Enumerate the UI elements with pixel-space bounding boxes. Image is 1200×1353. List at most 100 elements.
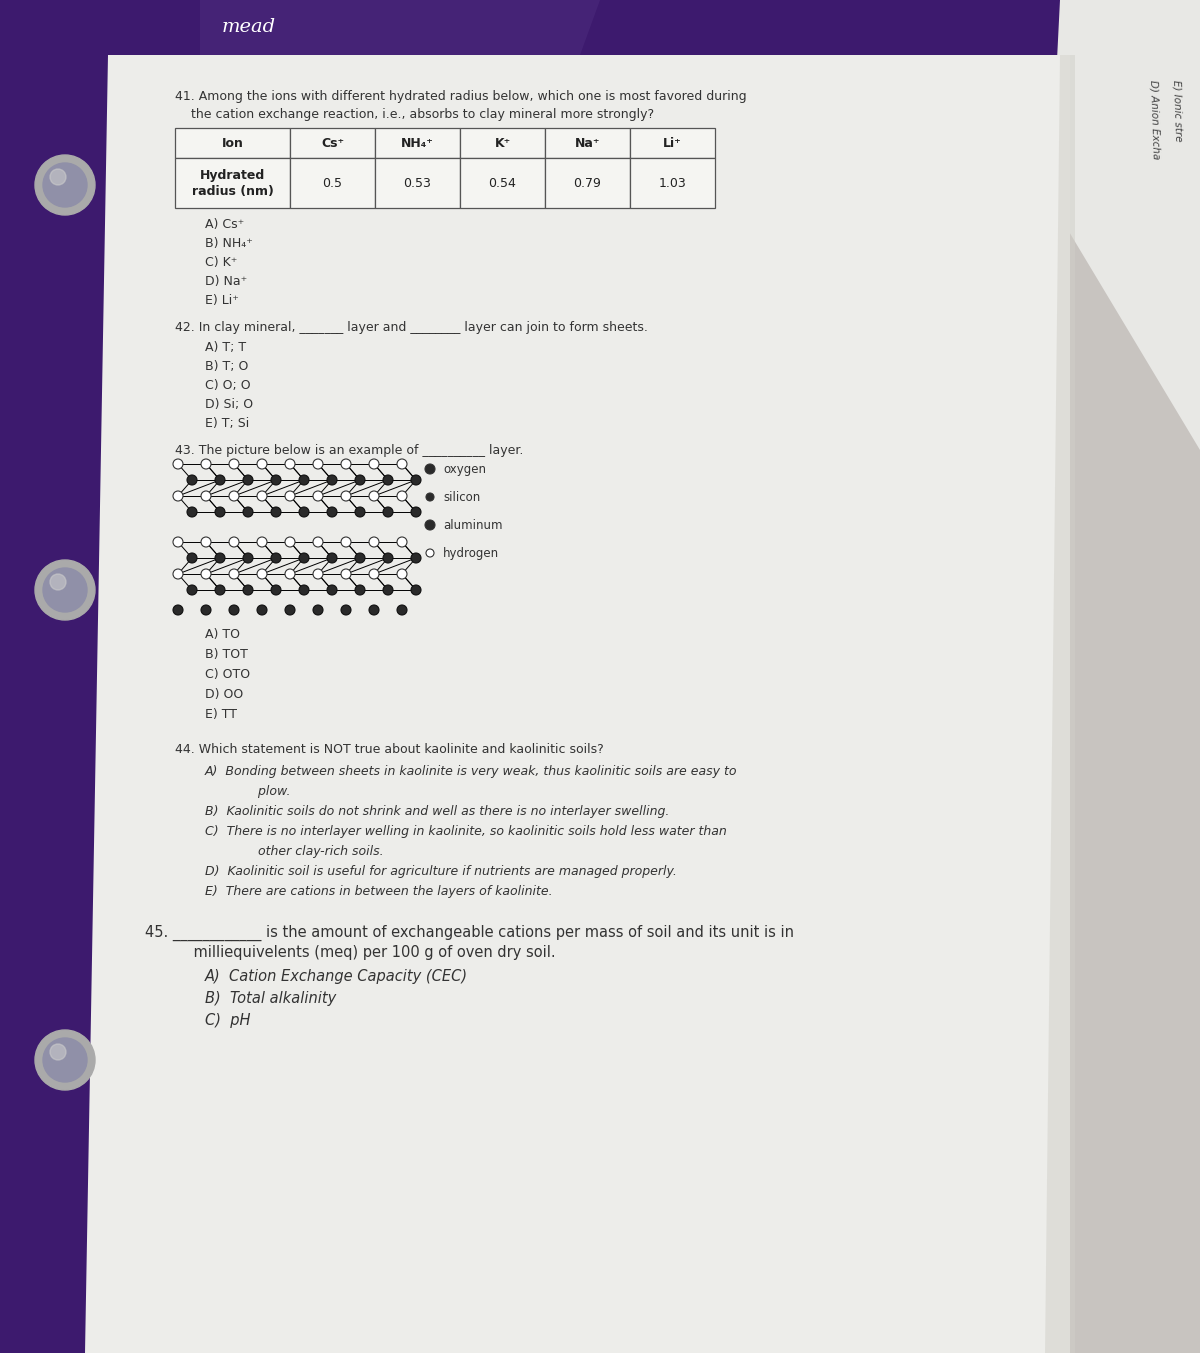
Circle shape <box>271 475 281 484</box>
Text: E) TT: E) TT <box>205 708 238 721</box>
Circle shape <box>229 605 239 616</box>
Circle shape <box>326 553 337 563</box>
Circle shape <box>341 537 352 547</box>
Text: 0.79: 0.79 <box>574 176 601 189</box>
Bar <box>630 129 715 158</box>
Circle shape <box>202 605 211 616</box>
Polygon shape <box>0 0 220 1353</box>
Text: mead: mead <box>222 18 276 37</box>
Polygon shape <box>1045 55 1075 1353</box>
Text: E)  There are cations in between the layers of kaolinite.: E) There are cations in between the laye… <box>205 885 553 898</box>
Circle shape <box>313 459 323 469</box>
Circle shape <box>355 584 365 595</box>
Circle shape <box>299 507 310 517</box>
Text: plow.: plow. <box>230 785 290 798</box>
Circle shape <box>299 475 310 484</box>
Text: E) Li⁺: E) Li⁺ <box>205 294 239 307</box>
Circle shape <box>341 491 352 501</box>
Circle shape <box>173 459 182 469</box>
Text: A)  Bonding between sheets in kaolinite is very weak, thus kaolinitic soils are : A) Bonding between sheets in kaolinite i… <box>205 764 738 778</box>
Polygon shape <box>1050 0 1200 451</box>
Polygon shape <box>85 55 1070 1353</box>
Text: A)  Cation Exchange Capacity (CEC): A) Cation Exchange Capacity (CEC) <box>205 969 468 984</box>
Circle shape <box>215 475 226 484</box>
Text: C) K⁺: C) K⁺ <box>205 256 238 269</box>
Circle shape <box>426 549 434 557</box>
Circle shape <box>299 584 310 595</box>
Circle shape <box>383 553 394 563</box>
Text: K⁺: K⁺ <box>494 137 511 149</box>
Circle shape <box>326 507 337 517</box>
Text: the cation exchange reaction, i.e., absorbs to clay mineral more strongly?: the cation exchange reaction, i.e., abso… <box>175 108 654 120</box>
Circle shape <box>313 605 323 616</box>
Text: 41. Among the ions with different hydrated radius below, which one is most favor: 41. Among the ions with different hydrat… <box>175 91 746 103</box>
Circle shape <box>286 491 295 501</box>
Circle shape <box>50 169 66 185</box>
Text: 0.54: 0.54 <box>488 176 516 189</box>
Circle shape <box>173 570 182 579</box>
Circle shape <box>397 491 407 501</box>
Circle shape <box>202 491 211 501</box>
Circle shape <box>242 507 253 517</box>
Circle shape <box>43 568 88 612</box>
Text: 42. In clay mineral, _______ layer and ________ layer can join to form sheets.: 42. In clay mineral, _______ layer and _… <box>175 321 648 334</box>
Circle shape <box>43 1038 88 1082</box>
Circle shape <box>215 553 226 563</box>
Circle shape <box>229 537 239 547</box>
Circle shape <box>326 475 337 484</box>
Circle shape <box>35 156 95 215</box>
Bar <box>460 129 545 158</box>
Text: NH₄⁺: NH₄⁺ <box>401 137 434 149</box>
Text: D) Na⁺: D) Na⁺ <box>205 275 247 288</box>
Text: Hydrated
radius (nm): Hydrated radius (nm) <box>192 169 274 198</box>
Circle shape <box>286 459 295 469</box>
Bar <box>290 129 374 158</box>
Circle shape <box>370 605 379 616</box>
Text: oxygen: oxygen <box>443 463 486 475</box>
Circle shape <box>313 491 323 501</box>
Text: 0.53: 0.53 <box>403 176 432 189</box>
Bar <box>630 158 715 208</box>
Circle shape <box>370 537 379 547</box>
Circle shape <box>50 574 66 590</box>
Circle shape <box>410 553 421 563</box>
Bar <box>175 129 290 158</box>
Circle shape <box>410 584 421 595</box>
Circle shape <box>43 162 88 207</box>
Circle shape <box>215 584 226 595</box>
Circle shape <box>173 491 182 501</box>
Text: D) OO: D) OO <box>205 687 244 701</box>
Text: B)  Kaolinitic soils do not shrink and well as there is no interlayer swelling.: B) Kaolinitic soils do not shrink and we… <box>205 805 670 819</box>
Circle shape <box>187 475 197 484</box>
Circle shape <box>242 584 253 595</box>
Text: milliequivelents (meq) per 100 g of oven dry soil.: milliequivelents (meq) per 100 g of oven… <box>175 944 556 961</box>
Circle shape <box>383 507 394 517</box>
Text: A) T; T: A) T; T <box>205 341 246 354</box>
Circle shape <box>397 570 407 579</box>
Circle shape <box>257 491 266 501</box>
Text: E) T; Si: E) T; Si <box>205 417 250 430</box>
Text: 45. ____________ is the amount of exchangeable cations per mass of soil and its : 45. ____________ is the amount of exchan… <box>145 925 794 942</box>
Circle shape <box>187 553 197 563</box>
Circle shape <box>229 570 239 579</box>
Text: C)  There is no interlayer welling in kaolinite, so kaolinitic soils hold less w: C) There is no interlayer welling in kao… <box>205 825 727 838</box>
Text: other clay-rich soils.: other clay-rich soils. <box>230 846 384 858</box>
Circle shape <box>410 475 421 484</box>
Text: D) Si; O: D) Si; O <box>205 398 253 411</box>
Circle shape <box>370 491 379 501</box>
Bar <box>0 0 1200 55</box>
Circle shape <box>313 537 323 547</box>
Circle shape <box>341 459 352 469</box>
Text: Cs⁺: Cs⁺ <box>320 137 344 149</box>
Circle shape <box>425 464 436 474</box>
Circle shape <box>271 507 281 517</box>
Circle shape <box>397 459 407 469</box>
Circle shape <box>370 570 379 579</box>
Circle shape <box>202 537 211 547</box>
Circle shape <box>257 605 266 616</box>
Text: B)  Total alkalinity: B) Total alkalinity <box>205 990 336 1007</box>
Bar <box>545 129 630 158</box>
Circle shape <box>173 537 182 547</box>
Circle shape <box>229 491 239 501</box>
Circle shape <box>425 520 436 530</box>
